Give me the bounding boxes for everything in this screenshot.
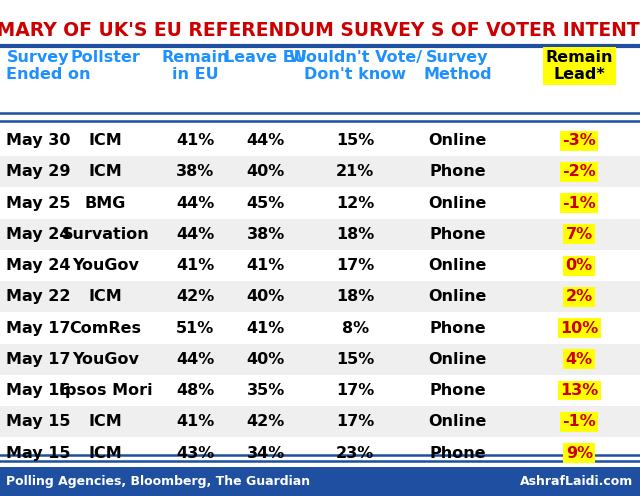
Text: 17%: 17% (336, 383, 374, 398)
Text: 18%: 18% (336, 289, 374, 305)
Text: Survey
Method: Survey Method (423, 50, 492, 82)
Text: 43%: 43% (176, 445, 214, 461)
Text: YouGov: YouGov (72, 258, 139, 273)
Text: 48%: 48% (176, 383, 214, 398)
Bar (0, 125, 640, 156)
Text: Leave EU: Leave EU (224, 50, 307, 64)
Text: 38%: 38% (246, 227, 285, 242)
Text: ICM: ICM (89, 414, 122, 430)
Bar (0, 467, 640, 496)
Text: 15%: 15% (336, 133, 374, 148)
Text: 4%: 4% (566, 352, 593, 367)
Text: Phone: Phone (429, 164, 486, 180)
Text: May 16: May 16 (6, 383, 71, 398)
Text: Online: Online (428, 133, 487, 148)
Text: May 22: May 22 (6, 289, 71, 305)
Text: ICM: ICM (89, 164, 122, 180)
Text: ComRes: ComRes (70, 320, 141, 336)
Text: 34%: 34% (246, 445, 285, 461)
Text: May 29: May 29 (6, 164, 71, 180)
Text: Survey
Ended on: Survey Ended on (6, 50, 91, 82)
Text: 45%: 45% (246, 195, 285, 211)
Text: 17%: 17% (336, 414, 374, 430)
Text: Phone: Phone (429, 320, 486, 336)
Text: 2%: 2% (566, 289, 593, 305)
Text: 41%: 41% (246, 258, 285, 273)
Text: 7%: 7% (566, 227, 593, 242)
Text: 42%: 42% (176, 289, 214, 305)
Text: 40%: 40% (246, 164, 285, 180)
Text: 0%: 0% (566, 258, 593, 273)
Text: 18%: 18% (336, 227, 374, 242)
Text: 44%: 44% (176, 227, 214, 242)
Text: Online: Online (428, 414, 487, 430)
Text: 41%: 41% (176, 258, 214, 273)
Text: 40%: 40% (246, 352, 285, 367)
Bar (0, 219, 640, 250)
Text: Ipsos Mori: Ipsos Mori (59, 383, 152, 398)
Text: 15%: 15% (336, 352, 374, 367)
Text: 12%: 12% (336, 195, 374, 211)
Bar (0, 312, 640, 344)
Text: Online: Online (428, 352, 487, 367)
Text: May 15: May 15 (6, 414, 71, 430)
Text: May 24: May 24 (6, 227, 71, 242)
Text: 9%: 9% (566, 445, 593, 461)
Text: BMG: BMG (85, 195, 126, 211)
Text: -1%: -1% (563, 414, 596, 430)
Text: YouGov: YouGov (72, 352, 139, 367)
Text: SUMMARY OF UK'S EU REFERENDUM SURVEY S OF VOTER INTENTIONS: SUMMARY OF UK'S EU REFERENDUM SURVEY S O… (0, 21, 640, 40)
Text: 41%: 41% (176, 133, 214, 148)
Text: 51%: 51% (176, 320, 214, 336)
Text: -2%: -2% (563, 164, 596, 180)
Text: May 17: May 17 (6, 320, 71, 336)
Bar (0, 156, 640, 187)
Text: 8%: 8% (342, 320, 369, 336)
Text: 13%: 13% (560, 383, 598, 398)
Text: ICM: ICM (89, 133, 122, 148)
Text: 41%: 41% (176, 414, 214, 430)
Text: AshrafLaidi.com: AshrafLaidi.com (520, 475, 634, 488)
Text: Survation: Survation (61, 227, 150, 242)
Text: Phone: Phone (429, 383, 486, 398)
Text: -1%: -1% (563, 195, 596, 211)
Text: ICM: ICM (89, 289, 122, 305)
Text: Online: Online (428, 289, 487, 305)
Text: 10%: 10% (560, 320, 598, 336)
Bar (0, 406, 640, 437)
Text: Pollster: Pollster (70, 50, 141, 64)
Text: Online: Online (428, 195, 487, 211)
Text: Remain
Lead*: Remain Lead* (545, 50, 613, 82)
Bar (0, 187, 640, 219)
Text: 44%: 44% (176, 352, 214, 367)
Text: 38%: 38% (176, 164, 214, 180)
Text: May 24: May 24 (6, 258, 71, 273)
Bar (0, 281, 640, 312)
Text: 42%: 42% (246, 414, 285, 430)
Text: May 30: May 30 (6, 133, 71, 148)
Text: Polling Agencies, Bloomberg, The Guardian: Polling Agencies, Bloomberg, The Guardia… (6, 475, 310, 488)
Bar (0, 250, 640, 281)
Text: May 15: May 15 (6, 445, 71, 461)
Text: 40%: 40% (246, 289, 285, 305)
Bar (0, 375, 640, 406)
Text: 41%: 41% (246, 320, 285, 336)
Text: Wouldn't Vote/
Don't know: Wouldn't Vote/ Don't know (289, 50, 422, 82)
Text: -3%: -3% (563, 133, 596, 148)
Text: 21%: 21% (336, 164, 374, 180)
Text: Remain
in EU: Remain in EU (161, 50, 229, 82)
Text: May 17: May 17 (6, 352, 71, 367)
Text: 44%: 44% (246, 133, 285, 148)
Bar (0, 344, 640, 375)
Text: 35%: 35% (246, 383, 285, 398)
Text: Online: Online (428, 258, 487, 273)
Text: Phone: Phone (429, 445, 486, 461)
Text: May 25: May 25 (6, 195, 71, 211)
Text: 44%: 44% (176, 195, 214, 211)
Text: ICM: ICM (89, 445, 122, 461)
Text: 23%: 23% (336, 445, 374, 461)
Bar (0, 437, 640, 469)
Text: 17%: 17% (336, 258, 374, 273)
Text: Phone: Phone (429, 227, 486, 242)
